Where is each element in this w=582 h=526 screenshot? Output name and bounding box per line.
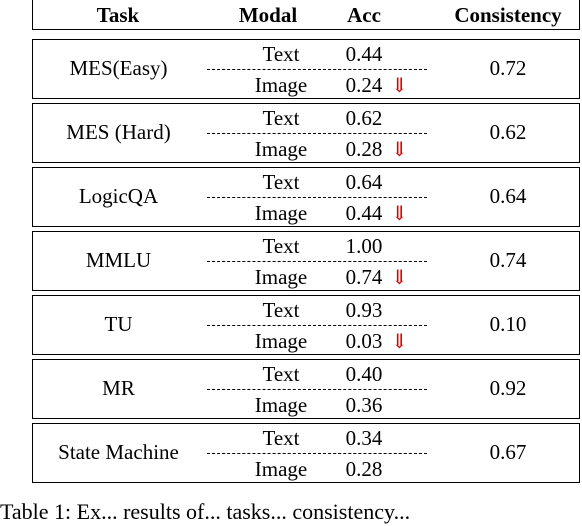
table-row: MR Text Image 0.40 0.36 0.92 xyxy=(32,359,580,419)
dashed-divider xyxy=(207,325,427,326)
dashed-divider xyxy=(207,261,427,262)
modal-image: Image xyxy=(254,457,308,481)
image-acc: 0.24 xyxy=(345,73,383,97)
image-acc: 0.36 xyxy=(345,393,383,417)
consistency-value: 0.10 xyxy=(489,312,527,336)
dashed-divider xyxy=(207,69,427,70)
task-name: MES (Hard) xyxy=(66,120,171,144)
table-row: MES (Hard) Text Image 0.62 0.28 ⇓ 0.62 xyxy=(32,103,580,163)
header-consistency: Consistency xyxy=(454,3,562,27)
image-acc: 0.28 xyxy=(345,137,383,161)
down-arrow-icon: ⇓ xyxy=(391,139,408,161)
consistency-value: 0.62 xyxy=(489,120,527,144)
task-name: MES(Easy) xyxy=(69,56,168,80)
down-arrow-icon: ⇓ xyxy=(391,331,408,353)
dashed-divider xyxy=(207,453,427,454)
header-acc: Acc xyxy=(347,3,381,27)
text-acc: 0.44 xyxy=(345,42,383,66)
consistency-value: 0.64 xyxy=(489,184,527,208)
text-acc: 0.62 xyxy=(345,106,383,130)
table-header: Task Modal Acc Consistency xyxy=(32,0,580,30)
text-acc: 1.00 xyxy=(345,234,383,258)
modal-image: Image xyxy=(254,201,308,225)
table-caption: Table 1: Ex... results of... tasks... co… xyxy=(0,499,411,524)
text-acc: 0.40 xyxy=(345,362,383,386)
consistency-value: 0.74 xyxy=(489,248,527,272)
dashed-divider xyxy=(207,389,427,390)
down-arrow-icon: ⇓ xyxy=(391,203,408,225)
task-name: LogicQA xyxy=(78,184,159,208)
header-task: Task xyxy=(96,3,140,27)
modal-text: Text xyxy=(262,362,300,386)
table-row: MMLU Text Image 1.00 0.74 ⇓ 0.74 xyxy=(32,231,580,291)
task-name: State Machine xyxy=(58,440,179,464)
image-acc: 0.03 xyxy=(345,329,383,353)
image-acc: 0.74 xyxy=(345,265,383,289)
modal-text: Text xyxy=(262,106,300,130)
image-acc: 0.44 xyxy=(345,201,383,225)
task-name: TU xyxy=(104,312,133,336)
text-acc: 0.34 xyxy=(345,426,383,450)
modal-text: Text xyxy=(262,170,300,194)
dashed-divider xyxy=(207,197,427,198)
consistency-value: 0.67 xyxy=(489,440,527,464)
down-arrow-icon: ⇓ xyxy=(391,267,408,289)
modal-image: Image xyxy=(254,265,308,289)
modal-text: Text xyxy=(262,426,300,450)
text-acc: 0.64 xyxy=(345,170,383,194)
task-name: MMLU xyxy=(85,248,152,272)
modal-image: Image xyxy=(254,73,308,97)
task-name: MR xyxy=(102,376,135,400)
consistency-value: 0.92 xyxy=(489,376,527,400)
table-row: TU Text Image 0.93 0.03 ⇓ 0.10 xyxy=(32,295,580,355)
dashed-divider xyxy=(207,133,427,134)
modal-text: Text xyxy=(262,234,300,258)
table-row: MES(Easy) Text Image 0.44 0.24 ⇓ 0.72 xyxy=(32,39,580,99)
modal-image: Image xyxy=(254,393,308,417)
table-row: State Machine Text Image 0.34 0.28 0.67 xyxy=(32,423,580,483)
text-acc: 0.93 xyxy=(345,298,383,322)
modal-image: Image xyxy=(254,329,308,353)
consistency-value: 0.72 xyxy=(489,56,527,80)
header-modal: Modal xyxy=(238,3,298,27)
modal-text: Text xyxy=(262,42,300,66)
modal-image: Image xyxy=(254,137,308,161)
modal-text: Text xyxy=(262,298,300,322)
down-arrow-icon: ⇓ xyxy=(391,75,408,97)
image-acc: 0.28 xyxy=(345,457,383,481)
table-row: LogicQA Text Image 0.64 0.44 ⇓ 0.64 xyxy=(32,167,580,227)
